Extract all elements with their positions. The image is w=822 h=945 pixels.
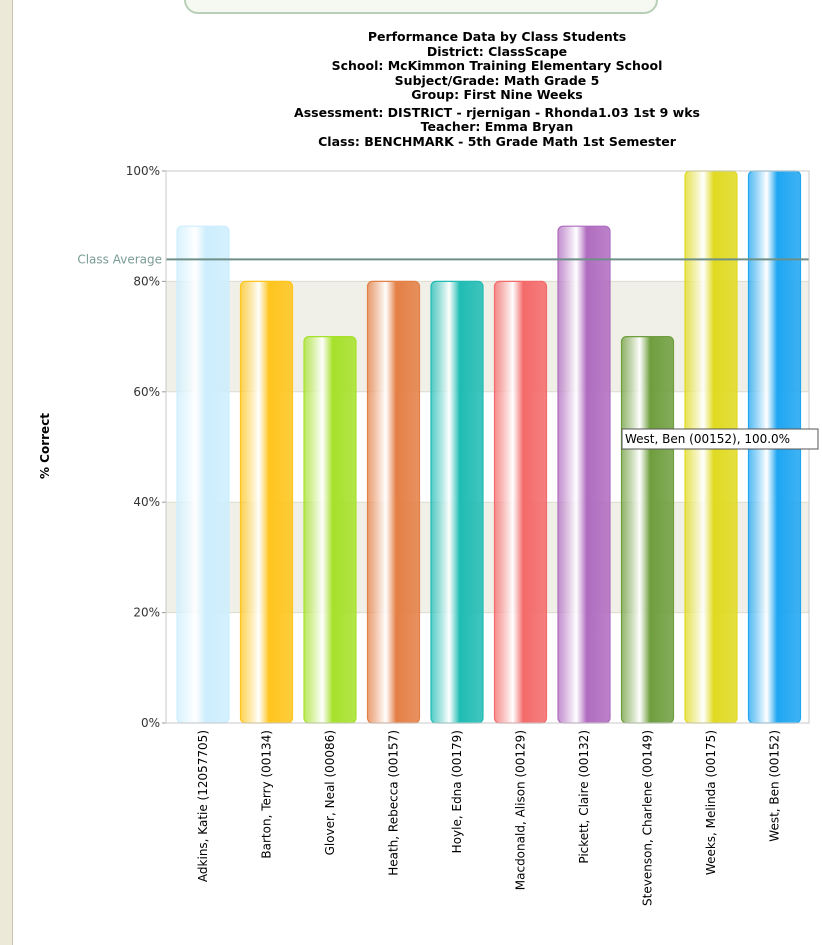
y-tick-label: 40% <box>133 495 160 509</box>
x-tick-label: Weeks, Melinda (00175) <box>704 730 718 875</box>
chart-title-line: Group: First Nine Weeks <box>411 87 583 102</box>
bar[interactable] <box>557 225 611 724</box>
bar[interactable] <box>493 280 548 724</box>
chart-title-line: Class: BENCHMARK - 5th Grade Math 1st Se… <box>318 133 676 149</box>
class-average-label: Class Average <box>77 252 162 266</box>
x-tick-label: Hoyle, Edna (00179) <box>450 730 464 853</box>
y-tick-label: 80% <box>133 274 160 288</box>
x-tick-label: Barton, Terry (00134) <box>260 730 274 859</box>
x-tick-label: Glover, Neal (00086) <box>323 730 337 855</box>
chart-title: Performance Data by Class Students Distri… <box>172 29 822 149</box>
y-tick-label: 100% <box>126 164 160 178</box>
bar[interactable] <box>176 225 230 724</box>
chart-title-line: District: ClassScape <box>426 43 568 59</box>
y-tick-label: 60% <box>133 385 160 399</box>
y-tick-label: 0% <box>141 716 160 730</box>
chart-title-line: Subject/Grade: Math Grade 5 <box>394 72 600 88</box>
x-tick-label: Adkins, Katie (12057705) <box>196 730 210 882</box>
chart-title-line: Teacher: Emma Bryan <box>420 119 574 134</box>
x-tick-label: Stevenson, Charlene (00149) <box>641 730 655 906</box>
bar[interactable] <box>620 336 675 724</box>
tooltip-text: West, Ben (00152), 100.0% <box>625 432 790 446</box>
chart-title-line: School: McKimmon Training Elementary Sch… <box>331 58 663 73</box>
x-tick-label: West, Ben (00152) <box>768 730 782 842</box>
tooltip-box <box>621 428 819 450</box>
x-tick-label: Pickett, Claire (00132) <box>577 730 591 864</box>
chart-title-line: Assessment: DISTRICT - rjernigan - Rhond… <box>294 104 700 120</box>
y-tick-label: 20% <box>133 606 160 620</box>
bar[interactable] <box>366 280 421 724</box>
chart-title-line: Performance Data by Class Students <box>367 29 627 44</box>
bar[interactable] <box>239 280 294 724</box>
bar[interactable] <box>303 336 357 724</box>
y-axis-label: % Correct <box>38 413 52 479</box>
x-tick-label: Macdonald, Alison (00129) <box>514 730 528 890</box>
bar[interactable] <box>430 280 484 724</box>
x-tick-label: Heath, Rebecca (00157) <box>387 730 401 876</box>
